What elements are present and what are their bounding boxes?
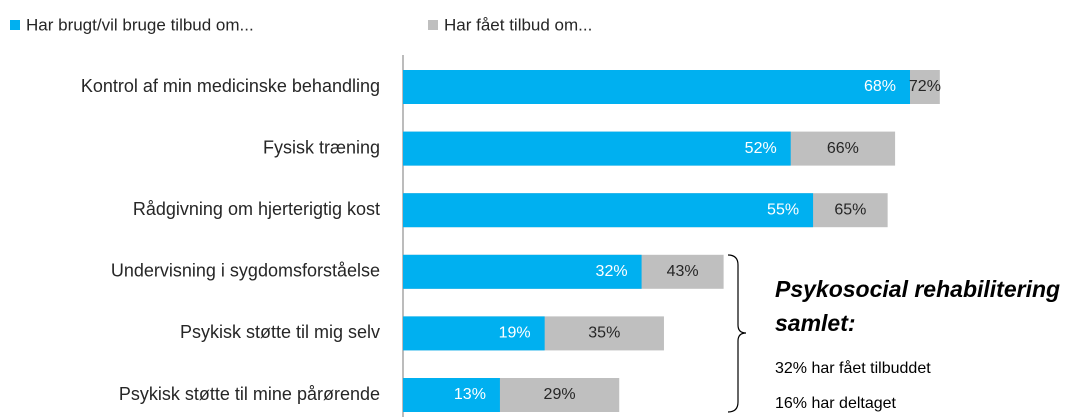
value-label: 29% [544, 386, 576, 403]
category-label: Kontrol af min medicinske behandling [81, 76, 380, 96]
category-label: Psykisk støtte til mine pårørende [119, 384, 380, 404]
bar [403, 131, 791, 166]
bar [403, 254, 642, 289]
value-label: 13% [454, 386, 486, 403]
value-label: 19% [499, 325, 531, 342]
category-label: Undervisning i sygdomsforståelse [111, 261, 380, 281]
annotation-line: 32% har fået tilbuddet [775, 360, 931, 377]
value-label: 55% [767, 201, 799, 218]
value-label: 32% [596, 263, 628, 280]
legend-label: Har fået tilbud om... [444, 15, 592, 34]
legend-label: Har brugt/vil bruge tilbud om... [26, 15, 254, 34]
annotation-line: 16% har deltaget [775, 395, 896, 412]
legend-swatch [10, 20, 20, 30]
value-label: 52% [745, 140, 777, 157]
value-label: 65% [834, 201, 866, 218]
annotation-title: Psykosocial rehabilitering samlet: [775, 276, 1061, 336]
bar [403, 193, 814, 228]
category-label: Psykisk støtte til mig selv [180, 322, 380, 342]
category-label: Fysisk træning [263, 137, 380, 157]
value-label: 68% [864, 78, 896, 95]
value-label: 72% [909, 78, 941, 95]
bar [403, 378, 500, 412]
legend-swatch [428, 20, 438, 30]
value-label: 66% [827, 140, 859, 157]
value-label: 43% [667, 263, 699, 280]
bar [403, 70, 911, 104]
value-label: 35% [588, 325, 620, 342]
category-label: Rådgivning om hjerterigtig kost [133, 199, 380, 219]
bracket [727, 254, 747, 413]
bar [403, 316, 545, 351]
